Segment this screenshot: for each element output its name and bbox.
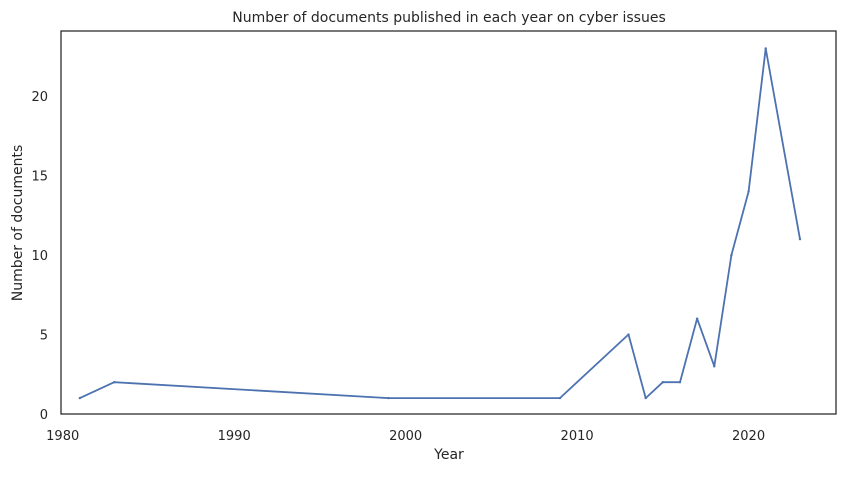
series-line [79, 47, 801, 400]
y-tick-label: 20 [31, 90, 48, 105]
plot-area-frame [60, 30, 837, 415]
x-tick-label: 1990 [218, 429, 251, 444]
x-tick-label: 2010 [561, 429, 594, 444]
chart-title: Number of documents published in each ye… [232, 10, 666, 26]
data-point [558, 396, 562, 400]
x-axis-label: Year [433, 447, 464, 463]
x-tick-label: 1980 [46, 429, 79, 444]
x-tick-label: 2000 [389, 429, 422, 444]
y-tick-label: 5 [40, 329, 48, 344]
data-point [627, 333, 630, 336]
data-point [661, 381, 665, 384]
y-axis-label: Number of documents [10, 145, 26, 302]
data-point [678, 381, 682, 384]
data-point [764, 47, 767, 50]
series-layer [78, 47, 802, 400]
y-tick-label: 15 [31, 170, 48, 185]
data-point [644, 396, 647, 400]
y-tick-label: 10 [31, 249, 48, 264]
y-tick-labels: 0 5 10 15 20 [31, 90, 48, 423]
data-point [112, 381, 116, 384]
data-point [387, 396, 390, 400]
x-tick-labels: 1980 1990 2000 2010 2020 [46, 429, 765, 444]
x-tick-label: 2020 [732, 429, 765, 444]
data-point [713, 365, 716, 368]
data-point [798, 237, 802, 241]
y-tick-label: 0 [40, 408, 48, 423]
data-point [747, 190, 750, 193]
data-point [730, 253, 733, 257]
data-point [695, 317, 699, 320]
data-point [78, 396, 82, 400]
